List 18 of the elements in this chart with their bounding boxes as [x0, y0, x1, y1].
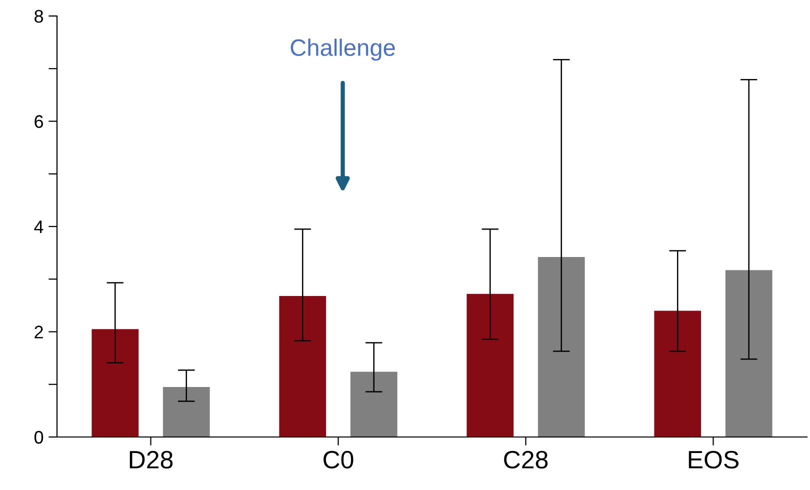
bar	[538, 257, 585, 437]
y-tick-label: 0	[34, 430, 44, 444]
y-tick-label: 6	[34, 115, 44, 128]
bar	[466, 294, 514, 437]
y-tick-label: 8	[34, 10, 44, 23]
bar	[725, 270, 772, 437]
bar	[350, 372, 398, 437]
x-tick-label: C0	[324, 450, 354, 469]
x-tick-label: EOS	[688, 450, 738, 469]
y-tick-label: 4	[34, 220, 44, 234]
bar	[279, 296, 326, 437]
bar	[92, 329, 139, 437]
x-tick-label: C28	[504, 450, 548, 469]
x-tick-label: D28	[130, 450, 173, 469]
y-tick-label: 2	[34, 326, 43, 338]
bar	[654, 310, 702, 437]
bar	[162, 387, 210, 437]
annotation: Challenge	[290, 38, 395, 61]
